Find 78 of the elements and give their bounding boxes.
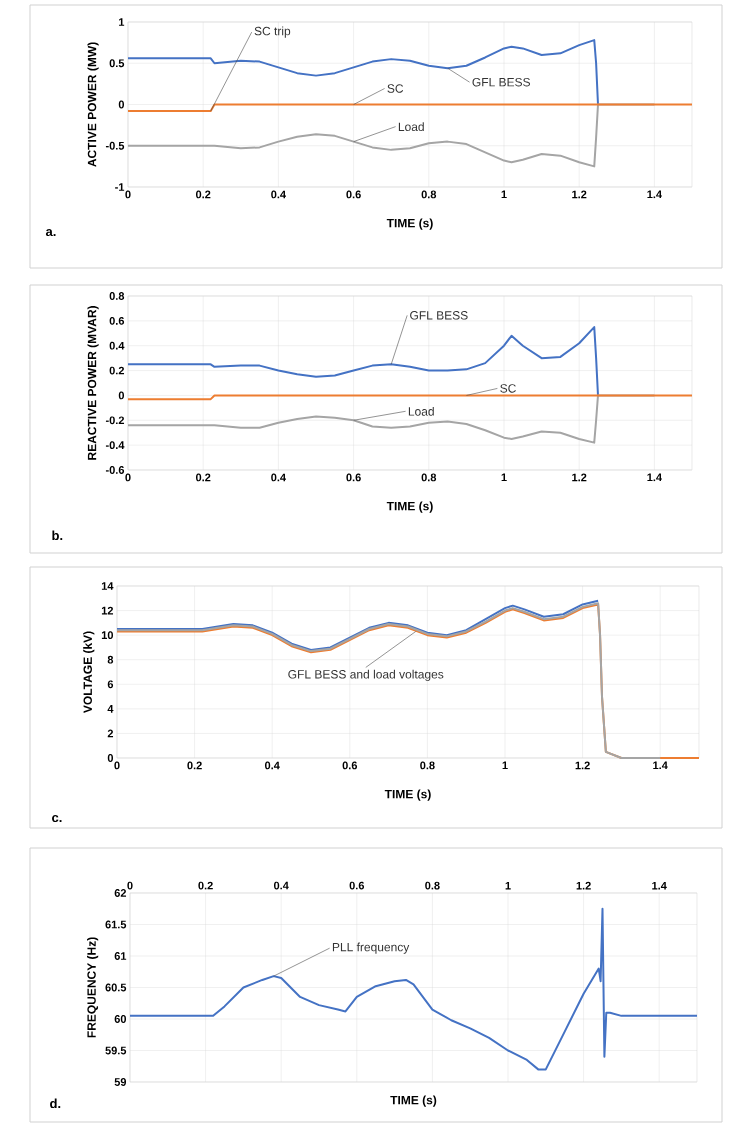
x-tick-label: 0.8 bbox=[421, 473, 437, 482]
x-tick-label: 0.4 bbox=[273, 881, 289, 890]
x-tick-label: 1.4 bbox=[647, 473, 662, 482]
x-tick-label: 0.4 bbox=[264, 761, 280, 770]
text: b. bbox=[52, 530, 63, 541]
y-tick-label: 4 bbox=[107, 705, 114, 713]
y-tick-label: 12 bbox=[101, 606, 114, 615]
y-tick-label: 0 bbox=[118, 391, 125, 400]
x-tick-label: 1 bbox=[501, 190, 507, 199]
y-tick-label: 62 bbox=[114, 889, 127, 897]
y-axis-title: FREQUENCY (Hz) bbox=[87, 937, 99, 1038]
y-tick-label: 59 bbox=[114, 1078, 127, 1086]
x-tick-label: 1 bbox=[502, 761, 508, 770]
x-tick-label: 0.8 bbox=[421, 190, 437, 199]
y-tick-label: -1 bbox=[115, 183, 125, 191]
x-tick-label: 0.4 bbox=[271, 190, 286, 199]
x-tick-label: 1 bbox=[505, 881, 511, 890]
annotation: PLL frequency bbox=[332, 942, 410, 954]
x-tick-label: 1.2 bbox=[572, 190, 587, 199]
x-tick-label: 0.6 bbox=[349, 881, 365, 890]
x-tick-label: 1.2 bbox=[575, 761, 590, 770]
text: d. bbox=[50, 1098, 61, 1109]
x-tick-label: 1 bbox=[501, 473, 507, 482]
x-tick-label: 0.8 bbox=[420, 761, 435, 770]
y-tick-label: 2 bbox=[107, 729, 114, 738]
y-tick-label: 59.5 bbox=[105, 1046, 127, 1055]
y-tick-label: -0.2 bbox=[105, 416, 125, 425]
series-label: Load bbox=[408, 406, 434, 416]
y-axis-title: VOLTAGE (kV) bbox=[83, 631, 95, 714]
y-tick-label: 0.6 bbox=[109, 316, 125, 325]
x-tick-label: 0.6 bbox=[346, 190, 361, 199]
y-tick-label: 8 bbox=[107, 655, 114, 664]
y-tick-label: 10 bbox=[101, 631, 114, 640]
x-tick-label: 0.2 bbox=[187, 761, 202, 770]
y-tick-label: -0.6 bbox=[105, 466, 125, 474]
x-tick-label: 1.2 bbox=[576, 881, 591, 890]
x-tick-label: 1.4 bbox=[652, 881, 667, 890]
x-tick-label: 0.2 bbox=[198, 881, 213, 890]
y-tick-label: 6 bbox=[107, 680, 114, 689]
y-axis-title: REACTIVE POWER (MVAR) bbox=[87, 306, 99, 460]
series-label: SC bbox=[500, 384, 516, 393]
x-tick-label: 0.2 bbox=[195, 473, 211, 482]
y-axis-title: ACTIVE POWER (MW) bbox=[87, 42, 99, 167]
x-axis-title: TIME (s) bbox=[384, 789, 431, 801]
annotation: GFL BESS and load voltages bbox=[288, 669, 444, 681]
annotation: SC trip bbox=[254, 26, 291, 38]
y-tick-label: 0.2 bbox=[109, 366, 125, 375]
x-tick-label: 1.4 bbox=[653, 761, 668, 770]
y-tick-label: -0.4 bbox=[105, 441, 125, 450]
y-tick-label: 0.8 bbox=[109, 292, 125, 300]
text: GFL BESS bbox=[410, 311, 468, 320]
x-tick-label: 0.2 bbox=[195, 190, 211, 199]
x-axis-title: TIME (s) bbox=[386, 501, 433, 513]
text: a. bbox=[45, 229, 56, 237]
y-tick-label: 61 bbox=[114, 952, 127, 960]
series-label: GFL BESS bbox=[472, 77, 531, 87]
y-tick-label: 1 bbox=[119, 18, 125, 26]
y-tick-label: 0 bbox=[118, 100, 125, 109]
y-tick-label: 0 bbox=[107, 754, 114, 762]
x-tick-label: 0.4 bbox=[271, 473, 286, 482]
y-tick-label: 61.5 bbox=[105, 920, 127, 929]
series-label: Load bbox=[398, 122, 424, 132]
y-tick-label: 0.5 bbox=[109, 59, 125, 68]
y-tick-label: 60 bbox=[114, 1015, 127, 1023]
text: c. bbox=[52, 815, 62, 823]
x-axis-title: TIME (s) bbox=[390, 1095, 437, 1107]
series-label: SC bbox=[387, 84, 404, 93]
y-tick-label: 60.5 bbox=[105, 983, 127, 992]
y-tick-label: 0.4 bbox=[109, 341, 125, 350]
y-tick-label: 14 bbox=[101, 582, 114, 590]
x-tick-label: 1.2 bbox=[572, 473, 587, 482]
x-tick-label: 0.6 bbox=[346, 473, 361, 482]
x-tick-label: 0.8 bbox=[425, 881, 440, 890]
x-tick-label: 1.4 bbox=[647, 190, 662, 199]
y-tick-label: -0.5 bbox=[105, 141, 125, 150]
x-axis-title: TIME (s) bbox=[386, 218, 433, 230]
x-tick-label: 0 bbox=[127, 881, 133, 890]
x-tick-label: 0.6 bbox=[342, 761, 358, 770]
